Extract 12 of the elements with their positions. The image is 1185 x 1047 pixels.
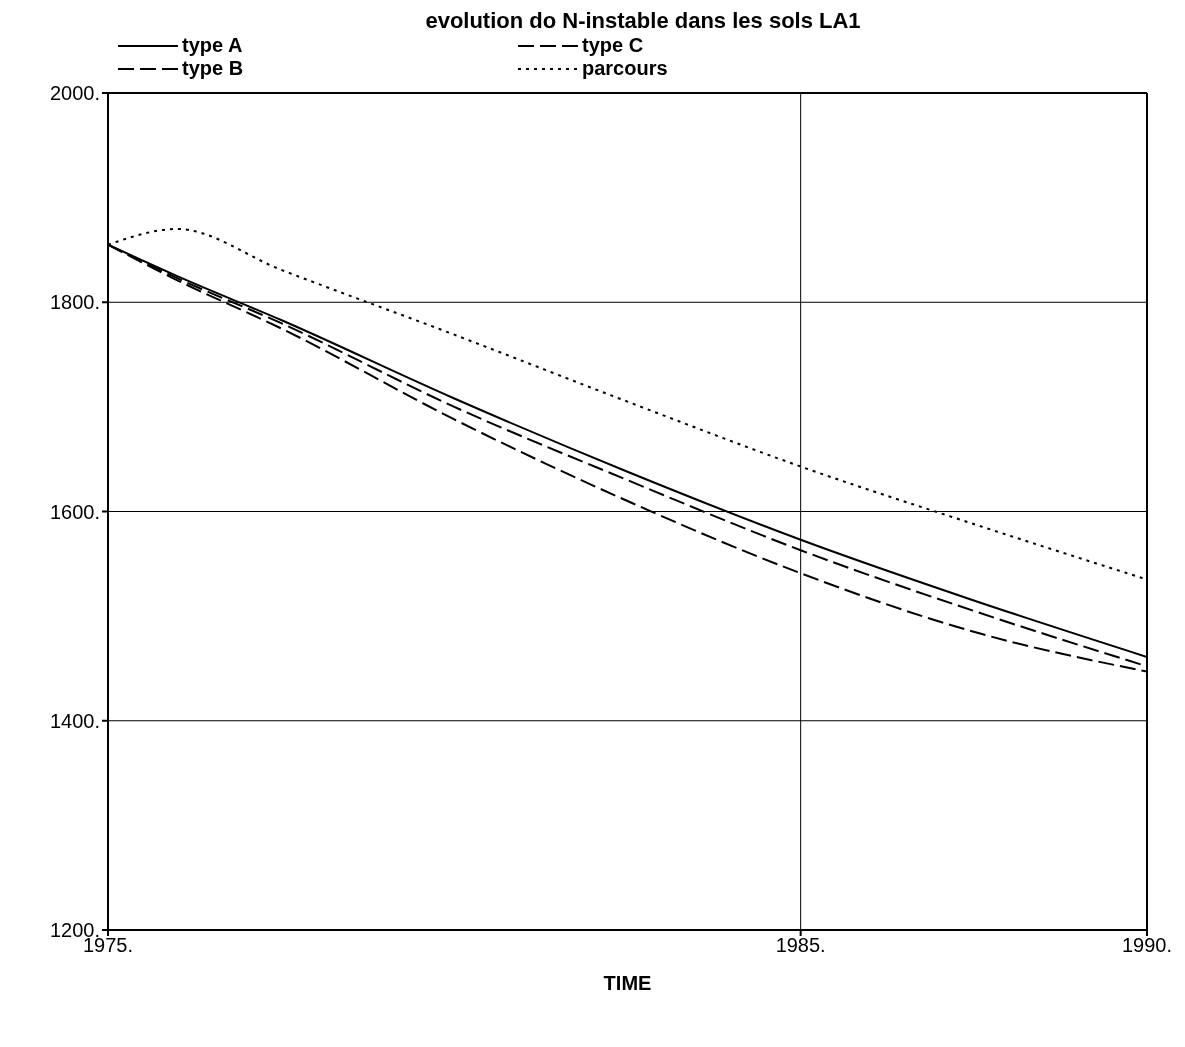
x-axis-title: TIME <box>603 972 652 994</box>
y-tick-label: 2000. <box>49 82 100 105</box>
legend-label: parcours <box>582 57 668 80</box>
legend-label: type B <box>182 57 244 80</box>
y-tick-label: 1600. <box>49 500 100 523</box>
chart-title: evolution do N-instable dans les sols LA1 <box>424 8 862 34</box>
y-tick-label: 1400. <box>49 709 100 732</box>
legend-label: type C <box>582 34 644 57</box>
x-tick-label: 1985. <box>775 934 826 957</box>
x-tick-label: 1990. <box>1121 934 1173 957</box>
y-tick-label: 1800. <box>49 291 100 314</box>
legend-label: type A <box>182 34 243 57</box>
